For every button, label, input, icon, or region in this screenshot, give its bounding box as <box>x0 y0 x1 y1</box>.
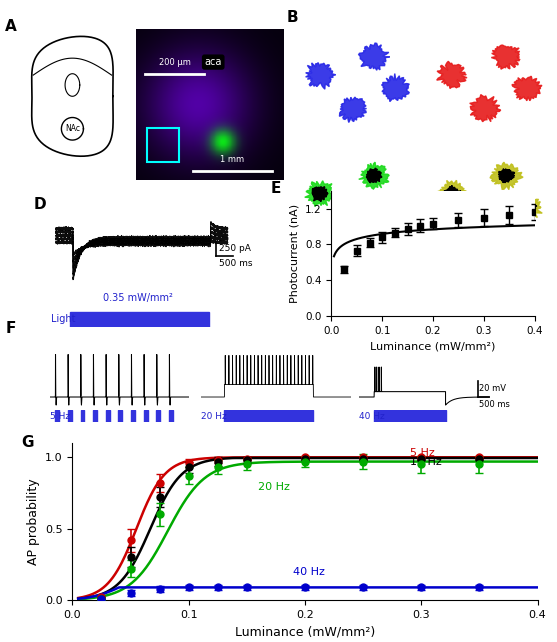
Text: Light: Light <box>51 314 76 324</box>
Text: D2R: D2R <box>429 40 448 49</box>
Bar <box>106 410 110 422</box>
Polygon shape <box>476 221 495 236</box>
Polygon shape <box>519 199 537 215</box>
X-axis label: Luminance (mW/mm²): Luminance (mW/mm²) <box>370 341 496 351</box>
Text: 500 ms: 500 ms <box>218 259 252 268</box>
Text: E: E <box>270 180 281 196</box>
Polygon shape <box>470 94 501 122</box>
Bar <box>119 410 123 422</box>
Polygon shape <box>512 76 542 101</box>
Text: 40 Hz: 40 Hz <box>294 568 325 577</box>
Text: 20 Hz: 20 Hz <box>258 482 290 492</box>
Polygon shape <box>469 214 500 241</box>
Bar <box>55 410 59 422</box>
Polygon shape <box>511 195 542 220</box>
Polygon shape <box>491 45 520 69</box>
Bar <box>157 410 160 422</box>
Text: 1 mm: 1 mm <box>221 155 245 164</box>
Text: Hochest: Hochest <box>297 40 334 49</box>
Text: 5 Hz: 5 Hz <box>50 412 70 421</box>
Text: 500 ms: 500 ms <box>480 400 510 409</box>
Polygon shape <box>499 169 515 183</box>
Text: G: G <box>21 435 34 450</box>
Polygon shape <box>438 180 467 207</box>
Text: 5 Hz: 5 Hz <box>409 448 434 458</box>
Polygon shape <box>382 74 409 101</box>
Polygon shape <box>339 97 367 123</box>
Text: 20 μm: 20 μm <box>315 243 340 252</box>
Text: 0.35 mW/mm²: 0.35 mW/mm² <box>104 293 173 302</box>
Polygon shape <box>378 193 408 221</box>
Text: 40 Hz: 40 Hz <box>359 412 385 421</box>
Bar <box>169 410 173 422</box>
Polygon shape <box>305 181 336 206</box>
Text: 20 Hz: 20 Hz <box>201 412 226 421</box>
Text: 20 mV: 20 mV <box>480 385 506 394</box>
Text: 200 μm: 200 μm <box>159 58 191 67</box>
Text: F: F <box>6 321 16 336</box>
Polygon shape <box>312 187 328 202</box>
Polygon shape <box>343 220 360 234</box>
Polygon shape <box>437 62 467 89</box>
Text: 250 pA: 250 pA <box>218 245 251 254</box>
Polygon shape <box>339 211 368 241</box>
Bar <box>147 128 179 162</box>
Text: ChR2: ChR2 <box>297 159 321 168</box>
Text: B: B <box>287 10 299 24</box>
Bar <box>70 311 209 327</box>
X-axis label: Luminance (mW/mm²): Luminance (mW/mm²) <box>235 625 375 639</box>
Bar <box>144 410 148 422</box>
Text: A: A <box>5 19 17 33</box>
Polygon shape <box>444 186 461 201</box>
Bar <box>374 410 446 422</box>
Bar <box>131 410 135 422</box>
Text: D: D <box>34 197 47 212</box>
Y-axis label: AP probability: AP probability <box>27 478 40 565</box>
Text: aca: aca <box>204 57 222 67</box>
Polygon shape <box>388 201 403 215</box>
Text: D2R+ChR2: D2R+ChR2 <box>429 159 480 168</box>
Polygon shape <box>367 168 382 183</box>
Bar <box>93 410 97 422</box>
Polygon shape <box>490 162 523 189</box>
Text: NAc: NAc <box>65 125 80 134</box>
Polygon shape <box>306 63 336 89</box>
Text: 10 Hz: 10 Hz <box>409 457 441 467</box>
Polygon shape <box>359 162 389 189</box>
Y-axis label: Photocurrent (nA): Photocurrent (nA) <box>290 204 300 303</box>
Polygon shape <box>359 43 390 70</box>
Bar <box>81 410 84 422</box>
Bar <box>68 410 72 422</box>
Bar <box>224 410 313 422</box>
